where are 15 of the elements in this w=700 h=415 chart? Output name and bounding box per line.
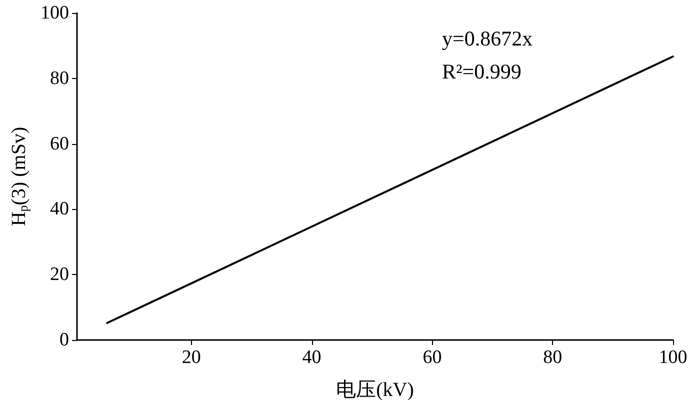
x-tick-label: 20 [182, 347, 201, 368]
x-tick-label: 40 [302, 347, 322, 368]
x-tick-label: 80 [543, 347, 562, 368]
x-tick-label: 100 [658, 347, 688, 368]
y-tick-label: 0 [60, 330, 69, 350]
annotation: R²=0.999 [442, 60, 522, 84]
annotation: y=0.8672x [442, 26, 534, 50]
y-tick-label: 80 [50, 68, 69, 89]
x-axis-title: 电压(kV) [336, 379, 414, 401]
y-tick-label: 20 [50, 264, 69, 286]
x-tick-label: 60 [422, 347, 442, 368]
y-axis-title: Hp(3) (mSv) [8, 126, 31, 226]
y-tick-label: 40 [50, 198, 69, 220]
y-tick-label: 60 [50, 133, 69, 154]
y-tick-label: 100 [40, 2, 69, 24]
